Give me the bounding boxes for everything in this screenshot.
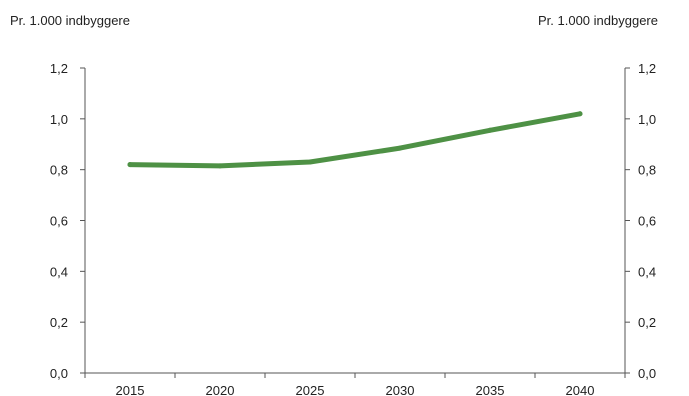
data-point [577, 111, 583, 117]
x-tick-label: 2035 [476, 383, 505, 396]
left-y-tick-label: 0,8 [50, 163, 68, 178]
left-axis-unit-label: Pr. 1.000 indbyggere [10, 13, 130, 28]
left-y-tick-label: 1,0 [50, 112, 68, 127]
right-y-tick-label: 1,0 [638, 112, 656, 127]
x-tick-label: 2040 [566, 383, 595, 396]
x-tick-label: 2020 [206, 383, 235, 396]
data-point [127, 162, 133, 168]
left-y-tick-label: 0,6 [50, 214, 68, 229]
axes [80, 67, 630, 378]
right-y-tick-label: 0,4 [638, 264, 656, 279]
left-y-tick-label: 0,2 [50, 315, 68, 330]
series-line [127, 111, 583, 169]
x-tick-label: 2015 [116, 383, 145, 396]
left-y-tick-label: 1,2 [50, 61, 68, 76]
right-axis-unit-label: Pr. 1.000 indbyggere [538, 13, 658, 28]
right-y-tick-label: 0,8 [638, 163, 656, 178]
left-y-tick-label: 0,0 [50, 366, 68, 381]
tick-labels: 0,0 0,0 0,2 0,2 0,4 0,4 0,6 0,6 0,8 0,8 1,0 1,0 1,2 1… [50, 61, 656, 396]
data-point [397, 145, 403, 151]
x-tick-label: 2030 [386, 383, 415, 396]
series-layer [127, 111, 583, 169]
right-y-tick-label: 0,0 [638, 366, 656, 381]
right-y-tick-label: 0,6 [638, 214, 656, 229]
data-point [217, 163, 223, 169]
right-y-tick-label: 1,2 [638, 61, 656, 76]
x-tick-label: 2025 [296, 383, 325, 396]
right-y-tick-label: 0,2 [638, 315, 656, 330]
data-point [487, 127, 493, 133]
data-point [307, 159, 313, 165]
left-y-tick-label: 0,4 [50, 264, 68, 279]
